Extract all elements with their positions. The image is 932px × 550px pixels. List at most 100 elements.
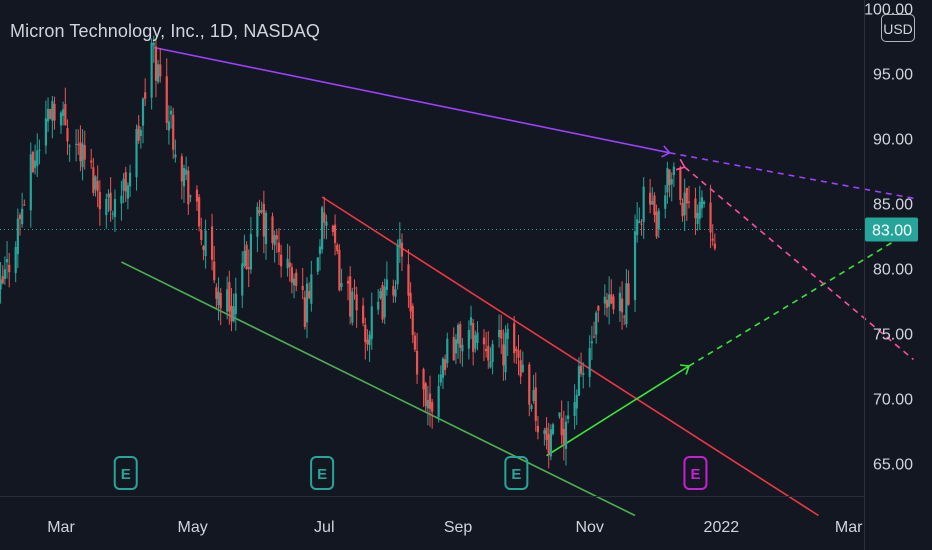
candle-body <box>152 42 155 46</box>
candle-body <box>625 283 628 325</box>
candle-body <box>534 387 537 421</box>
candle-body <box>597 305 600 311</box>
candle-body <box>346 280 350 284</box>
candle-body <box>169 110 173 115</box>
candle-body <box>75 143 78 145</box>
candle-body <box>532 389 535 401</box>
candle-body <box>446 338 449 364</box>
candle-body <box>122 178 125 191</box>
candle-body <box>385 279 388 290</box>
currency-badge[interactable]: USD <box>881 14 915 42</box>
candle-body <box>79 142 82 162</box>
candle-body <box>362 305 365 324</box>
candle-body <box>381 285 384 320</box>
candle-body <box>383 286 386 318</box>
candle-body <box>696 212 699 224</box>
upper-trendline[interactable] <box>153 46 670 154</box>
candle-body <box>137 125 140 141</box>
candle-body <box>202 246 205 250</box>
candle-body <box>666 167 669 193</box>
earnings-badge[interactable] <box>504 456 529 490</box>
candle-body <box>8 264 11 273</box>
candle-body <box>323 212 326 223</box>
candle-body <box>256 206 259 237</box>
candle-body <box>90 160 93 163</box>
candle-body <box>530 405 533 410</box>
candle-body <box>16 218 19 255</box>
candle-body <box>551 424 555 435</box>
earnings-label: E <box>317 466 327 483</box>
price-tick-label: 80.00 <box>873 262 913 279</box>
candle-body <box>426 400 429 409</box>
candle-body <box>157 64 160 82</box>
candle-body <box>262 203 265 237</box>
candle-body <box>491 344 494 363</box>
candle-body <box>640 223 643 225</box>
projection-down-dashed[interactable] <box>684 166 914 361</box>
candle-body <box>467 330 470 349</box>
candle-body <box>109 192 112 211</box>
candle-body <box>273 235 276 246</box>
channel-lower-line[interactable] <box>121 261 636 517</box>
candle-body <box>141 98 145 126</box>
candle-body <box>5 259 9 263</box>
candle-body <box>301 285 304 290</box>
candle-body <box>1 276 4 284</box>
time-axis[interactable]: Mar May Jul Sep Nov 2022 Mar <box>47 519 863 536</box>
candle-body <box>623 316 626 318</box>
time-tick-label: Mar <box>835 519 863 536</box>
candle-body <box>34 160 37 168</box>
candle-body <box>215 287 218 299</box>
candle-body <box>29 154 32 211</box>
candle-body <box>456 324 460 344</box>
candle-body <box>66 128 69 142</box>
candle-body <box>44 118 47 146</box>
candle-body <box>258 210 261 214</box>
candle-body <box>577 366 581 396</box>
candle-body <box>454 339 458 354</box>
candle-body <box>431 401 434 412</box>
candle-body <box>139 130 142 136</box>
candle-body <box>98 191 101 210</box>
candle-body <box>472 322 475 352</box>
candle-body <box>413 335 417 350</box>
candle-body <box>182 168 186 187</box>
candle-body <box>517 350 520 358</box>
upper-trendline-projection[interactable] <box>669 152 914 200</box>
candle-body <box>396 245 399 285</box>
candle-body <box>603 296 606 304</box>
candle-body <box>476 332 479 343</box>
candle-body <box>111 213 114 215</box>
candle-body <box>165 76 168 123</box>
candle-body <box>687 201 691 203</box>
candle-body <box>260 210 263 213</box>
candle-body <box>38 149 41 151</box>
candle-body <box>340 283 343 287</box>
earnings-badge[interactable] <box>113 456 138 490</box>
candle-body <box>504 332 507 373</box>
candle-body <box>627 283 630 305</box>
candle-body <box>685 187 688 204</box>
channel-upper-line[interactable] <box>321 196 819 517</box>
candle-body <box>592 336 596 338</box>
candle-body <box>439 374 442 383</box>
time-tick-label: Jul <box>314 519 334 536</box>
candle-body <box>506 328 509 340</box>
candle-body <box>711 238 714 241</box>
earnings-badge[interactable] <box>310 456 335 490</box>
candle-body <box>487 345 490 361</box>
candle-body <box>582 372 585 375</box>
candle-body <box>595 312 598 335</box>
time-tick-label: May <box>178 519 208 536</box>
projection-up-line[interactable] <box>546 365 690 457</box>
candle-body <box>679 167 682 201</box>
candle-body <box>31 152 35 173</box>
earnings-badge[interactable] <box>683 456 708 490</box>
chart-title: Micron Technology, Inc., 1D, NASDAQ <box>10 21 320 41</box>
candle-body <box>370 306 373 340</box>
candle-body <box>174 154 177 158</box>
candle-body <box>588 348 591 378</box>
candle-body <box>549 429 552 457</box>
